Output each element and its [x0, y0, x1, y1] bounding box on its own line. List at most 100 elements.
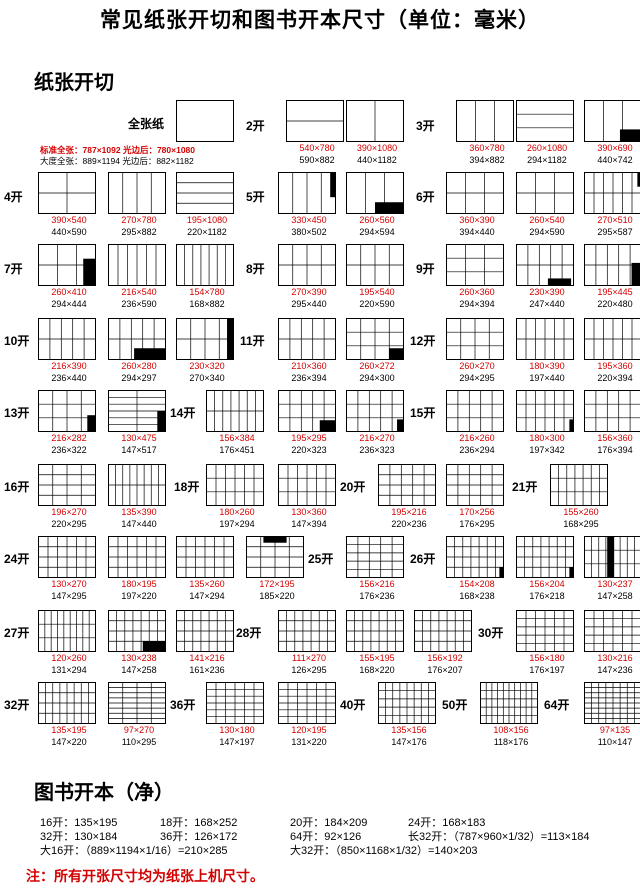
cut-size-full: 168×295	[563, 519, 599, 529]
cut-option: 135×260 147×294	[176, 536, 238, 602]
cut-diagram	[278, 464, 336, 506]
cut-size-press: 195×540	[359, 287, 395, 297]
cut-count-label: 11开	[240, 334, 265, 348]
cut-option: 156×192 176×207	[414, 610, 476, 676]
cut-diagram	[278, 610, 336, 652]
cut-diagram	[108, 244, 166, 286]
cut-option: 270×390 295×440	[278, 244, 340, 310]
cut-option: 360×390 394×440	[446, 172, 508, 238]
full-sheet-large: 大度全张：889×1194 光边后：882×1182	[40, 156, 194, 166]
waste-block	[547, 278, 572, 286]
cut-option: 196×270 220×295	[38, 464, 100, 530]
cut-diagram	[584, 172, 640, 214]
cut-size-press: 216×390	[51, 361, 87, 371]
cut-diagram	[584, 244, 640, 286]
book-size-item: 24开：168×183	[408, 817, 486, 829]
cut-size-full: 295×587	[597, 227, 633, 237]
cut-diagram	[108, 172, 166, 214]
cut-diagram	[176, 610, 234, 652]
cut-option: 260×540 294×590	[516, 172, 578, 238]
cut-size-press: 156×360	[597, 433, 633, 443]
cut-option: 216×270 236×323	[346, 390, 408, 456]
cut-diagram	[346, 610, 404, 652]
cut-diagram	[176, 172, 234, 214]
book-size-item: 64开：92×126	[290, 831, 362, 843]
cut-size-press: 390×1080	[356, 143, 398, 153]
cut-size-press: 180×195	[121, 579, 157, 589]
waste-block	[397, 419, 404, 432]
cut-diagram	[584, 536, 640, 578]
cut-count-label: 50开	[442, 698, 468, 712]
waste-block	[142, 641, 166, 652]
cut-diagram	[108, 464, 166, 506]
cut-size-press: 195×216	[391, 507, 427, 517]
cut-size-full: 168×238	[459, 591, 495, 601]
cut-size-press: 330×450	[291, 215, 327, 225]
cut-size-full: 294×444	[51, 299, 87, 309]
cut-size-press: 135×390	[121, 507, 157, 517]
cut-size-full: 295×440	[291, 299, 327, 309]
cut-size-full: 168×220	[359, 665, 395, 675]
cut-diagram	[176, 318, 234, 360]
cut-diagram	[278, 682, 336, 724]
sheet-outline	[550, 464, 608, 506]
cut-size-full: 185×220	[259, 591, 295, 601]
cut-diagram	[278, 390, 336, 432]
cut-option: 120×260 131×294	[38, 610, 100, 676]
cut-size-full: 197×342	[529, 445, 565, 455]
cut-count-label: 24开	[4, 552, 30, 566]
full-sheet-standard: 标准全张：787×1092 光边后：780×1080	[40, 145, 196, 155]
cut-size-press: 216×260	[459, 433, 495, 443]
cut-size-press: 360×390	[459, 215, 495, 225]
cut-size-press: 260×280	[121, 361, 157, 371]
cut-size-full: 236×323	[359, 445, 395, 455]
cut-option: 195×540 220×590	[346, 244, 408, 310]
waste-block	[637, 172, 640, 187]
cut-option: 180×300 197×342	[516, 390, 578, 456]
cut-size-press: 270×390	[291, 287, 327, 297]
waste-block	[569, 567, 574, 578]
cut-option: 130×180 147×197	[206, 682, 268, 748]
cut-option: 270×780 295×882	[108, 172, 170, 238]
sheet-outline	[346, 536, 404, 578]
cut-size-press: 141×216	[189, 653, 225, 663]
cut-size-press: 260×270	[459, 361, 495, 371]
cut-option: 155×195 168×220	[346, 610, 408, 676]
cut-option: 230×390 247×440	[516, 244, 578, 310]
cut-count-label: 8开	[246, 262, 265, 276]
cut-diagram	[176, 536, 234, 578]
cut-option: 260×280 294×297	[108, 318, 170, 384]
cut-diagram	[278, 244, 336, 286]
cut-count-label: 64开	[544, 698, 570, 712]
cut-diagram	[108, 536, 166, 578]
cut-count-label: 40开	[340, 698, 366, 712]
cut-option: 154×780 168×882	[176, 244, 238, 310]
cut-size-press: 154×208	[459, 579, 495, 589]
cut-count-label: 21开	[512, 480, 538, 494]
cut-count-label: 16开	[4, 480, 30, 494]
cut-count-label: 9开	[416, 262, 435, 276]
cut-option: 156×384 176×451	[206, 390, 268, 456]
cut-size-full: 126×295	[291, 665, 327, 675]
waste-block	[83, 258, 96, 286]
cut-diagram	[108, 682, 166, 724]
cut-size-full: 168×882	[189, 299, 225, 309]
waste-block	[389, 348, 404, 360]
cut-size-press: 156×192	[427, 653, 463, 663]
waste-block	[227, 318, 234, 360]
cut-size-full: 220×1182	[187, 227, 227, 237]
cut-diagram	[584, 390, 640, 432]
section-title-book: 图书开本（净）	[34, 782, 174, 804]
cut-option: 97×135 110×147	[584, 682, 640, 748]
waste-block	[607, 536, 615, 578]
cut-size-press: 260×410	[51, 287, 87, 297]
cut-count-label: 20开	[340, 480, 366, 494]
cut-size-press: 230×390	[529, 287, 565, 297]
cut-size-press: 135×260	[189, 579, 225, 589]
cut-count-label: 12开	[410, 334, 436, 348]
cut-option: 130×270 147×295	[38, 536, 100, 602]
cut-option: 216×540 236×590	[108, 244, 170, 310]
cut-option: 195×445 220×480	[584, 244, 640, 310]
cut-size-press: 156×180	[529, 653, 565, 663]
cut-size-full: 176×451	[219, 445, 255, 455]
